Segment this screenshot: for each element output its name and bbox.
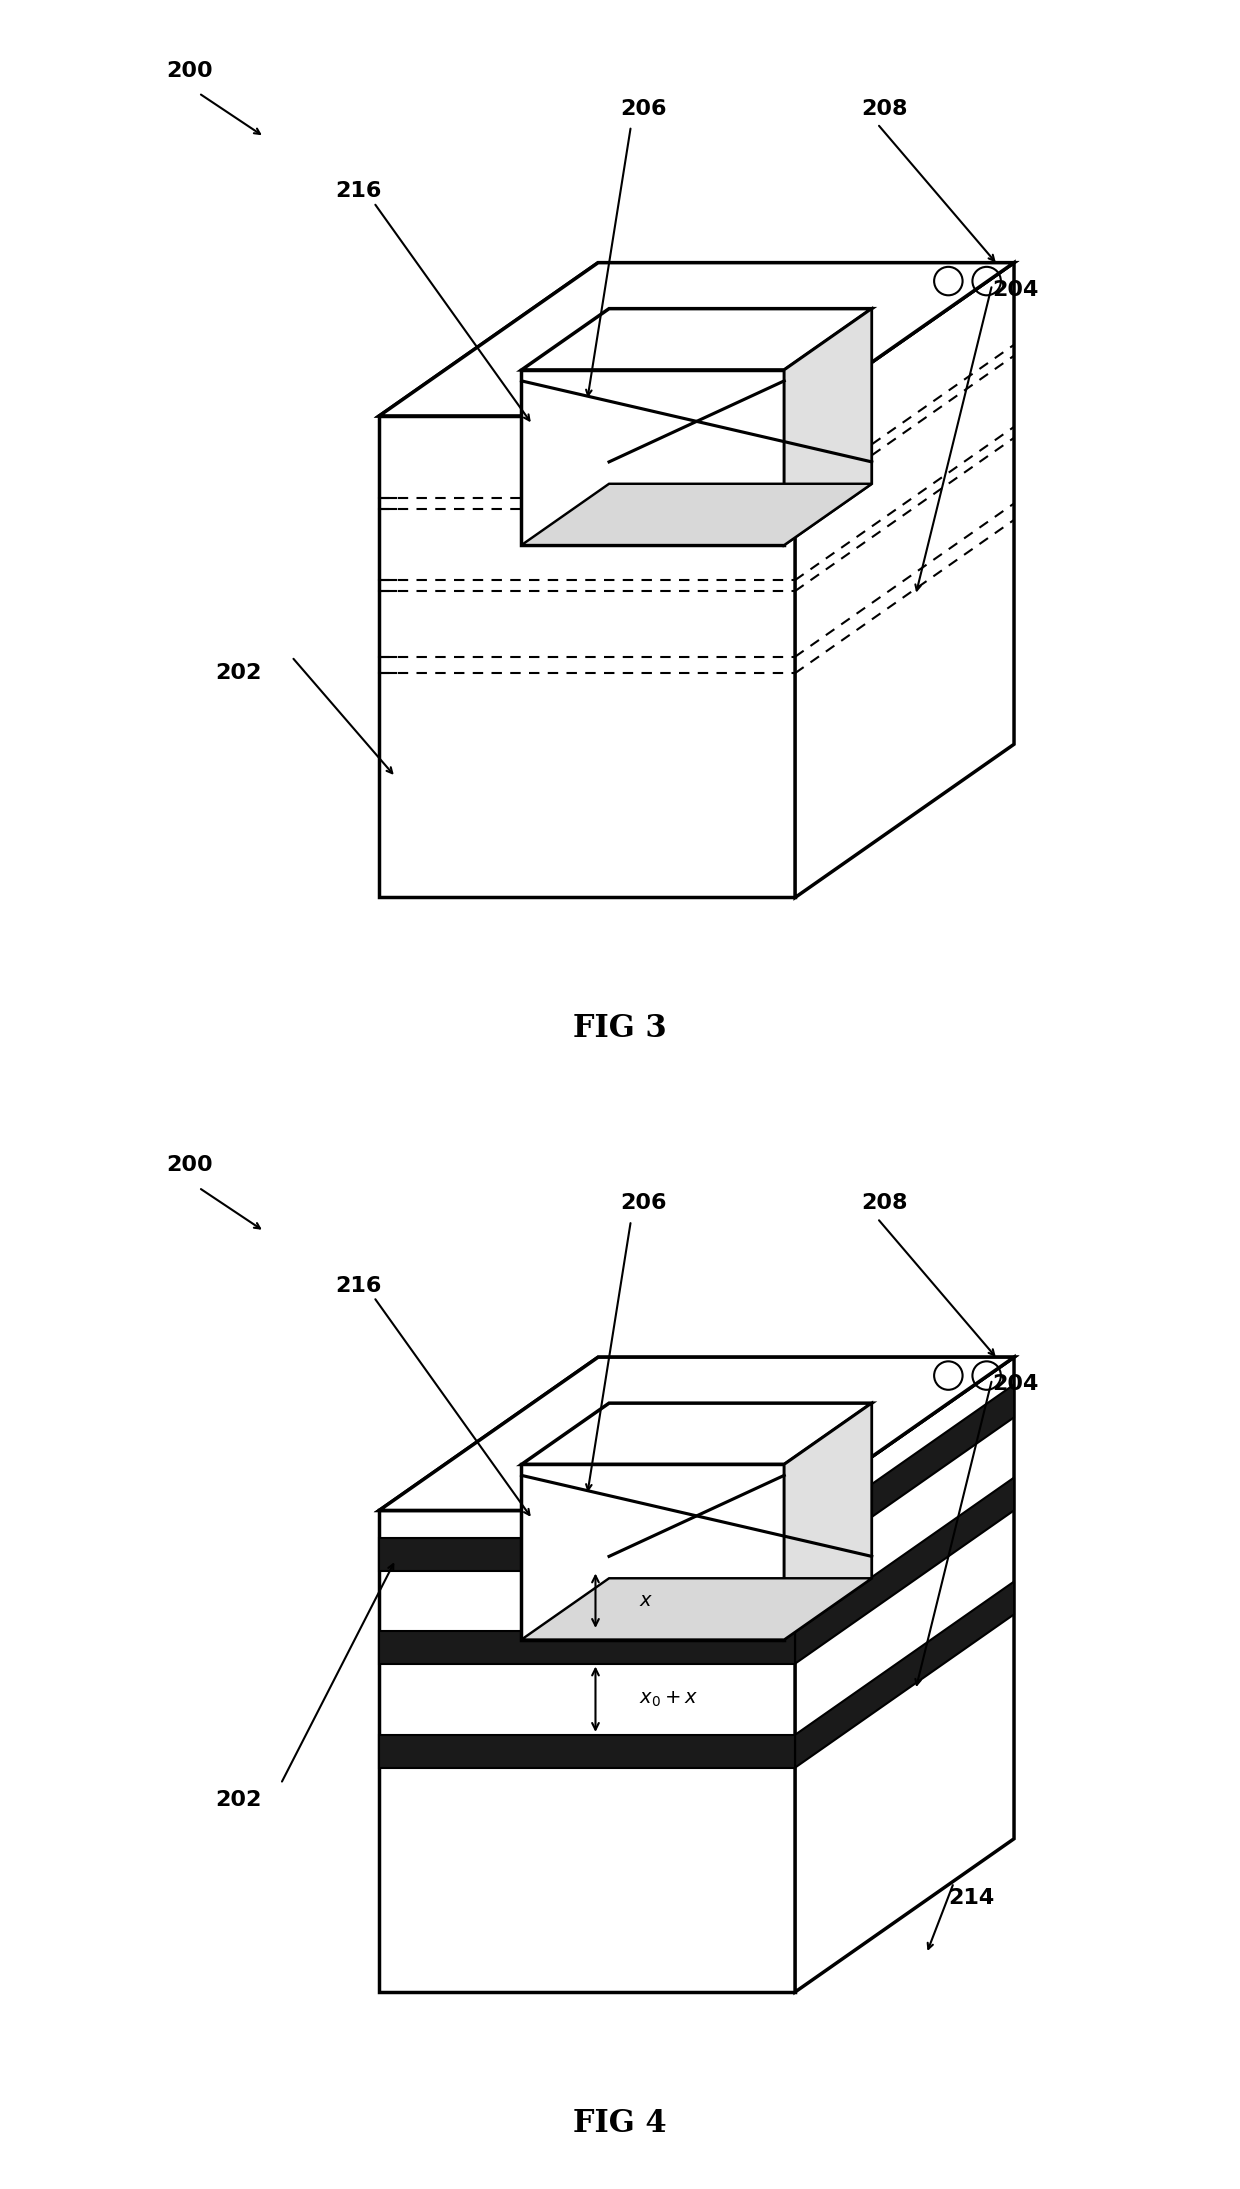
Text: 204: 204 xyxy=(992,280,1039,300)
Text: $x$: $x$ xyxy=(640,1591,653,1611)
Polygon shape xyxy=(379,1357,1014,1510)
Text: 214: 214 xyxy=(949,1889,994,1909)
Polygon shape xyxy=(784,1403,872,1640)
Polygon shape xyxy=(522,1578,872,1640)
Text: 208: 208 xyxy=(861,99,908,118)
Polygon shape xyxy=(522,370,784,545)
Polygon shape xyxy=(784,309,872,545)
Polygon shape xyxy=(795,263,1014,897)
Text: 216: 216 xyxy=(336,1276,382,1296)
Polygon shape xyxy=(379,1631,795,1664)
Polygon shape xyxy=(795,1357,1014,1992)
Text: FIG 4: FIG 4 xyxy=(573,2108,667,2139)
PathPatch shape xyxy=(379,263,1014,416)
Polygon shape xyxy=(379,416,795,897)
Text: 206: 206 xyxy=(620,1193,667,1213)
Text: 200: 200 xyxy=(166,1156,212,1175)
Text: FIG 3: FIG 3 xyxy=(573,1014,667,1044)
Text: 216: 216 xyxy=(336,182,382,201)
Polygon shape xyxy=(379,1734,795,1769)
Polygon shape xyxy=(379,1537,795,1572)
Polygon shape xyxy=(795,1386,1014,1572)
Text: 200: 200 xyxy=(166,61,212,81)
Text: 208: 208 xyxy=(861,1193,908,1213)
Text: 202: 202 xyxy=(215,1791,262,1810)
Polygon shape xyxy=(379,263,1014,416)
Polygon shape xyxy=(522,484,872,545)
Text: 206: 206 xyxy=(620,99,667,118)
Text: $x_0 + x$: $x_0 + x$ xyxy=(640,1690,698,1710)
Polygon shape xyxy=(522,1464,784,1640)
Polygon shape xyxy=(379,1510,795,1992)
Text: 202: 202 xyxy=(215,663,262,683)
Polygon shape xyxy=(795,1580,1014,1769)
PathPatch shape xyxy=(379,1357,1014,1510)
Polygon shape xyxy=(795,1478,1014,1664)
Text: 204: 204 xyxy=(992,1375,1039,1394)
